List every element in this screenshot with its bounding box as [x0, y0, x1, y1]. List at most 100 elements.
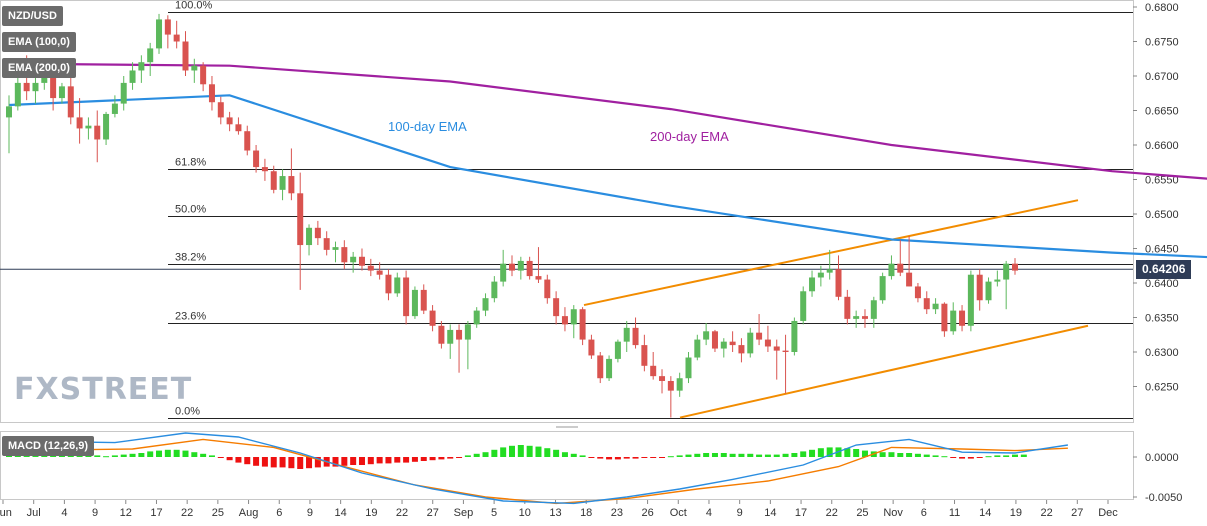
macd-histogram-bar — [606, 457, 613, 460]
candle-body — [447, 329, 454, 344]
candle-body — [147, 48, 154, 63]
candle-body — [941, 303, 948, 332]
macd-histogram-bar — [129, 453, 136, 457]
x-tick-label: 19 — [365, 507, 377, 519]
x-tick-label: 25 — [212, 507, 224, 519]
macd-histogram-bar — [782, 453, 789, 457]
candle-body — [270, 171, 277, 190]
macd-histogram-bar — [314, 457, 321, 468]
macd-histogram-bar — [579, 455, 586, 457]
candle-body — [297, 193, 304, 246]
candle-body — [473, 310, 480, 325]
macd-histogram-bar — [1020, 454, 1027, 457]
candle-body — [156, 19, 163, 49]
macd-histogram-bar — [861, 450, 868, 457]
macd-histogram-bar — [297, 457, 304, 469]
macd-histogram-bar — [261, 457, 268, 467]
legend-macd-tag: MACD (12,26,9) — [2, 436, 95, 456]
candle-body — [614, 341, 621, 359]
candle-body — [76, 117, 83, 129]
x-tick-label: 13 — [549, 507, 561, 519]
candle-body — [756, 332, 763, 340]
macd-histogram-bar — [632, 457, 639, 459]
x-tick-label: 26 — [641, 507, 653, 519]
macd-histogram-bar — [950, 457, 957, 458]
macd-histogram-bar — [959, 457, 966, 459]
macd-line — [8, 432, 1069, 505]
x-tick-label: 9 — [307, 507, 313, 519]
y-tick-label: 0.6700 — [1145, 71, 1179, 83]
candle-body — [932, 303, 939, 310]
candle-body — [261, 167, 268, 172]
macd-histogram-bar — [650, 457, 657, 458]
y-tick-label: 0.6750 — [1145, 37, 1179, 49]
macd-histogram-bar — [147, 451, 154, 457]
macd-histogram-bar — [535, 446, 542, 457]
y-tick-label: 0.6500 — [1145, 209, 1179, 221]
x-tick-label: 6 — [276, 507, 282, 519]
fib-level-label: 100.0% — [175, 0, 213, 12]
candle-body — [85, 125, 92, 129]
macd-histogram-bar — [526, 445, 533, 457]
ema100-annotation: 100-day EMA — [388, 119, 467, 134]
macd-histogram-bar — [103, 456, 110, 458]
candle-body — [394, 277, 401, 294]
macd-histogram-bar — [288, 457, 295, 469]
candle-body — [253, 150, 260, 168]
candle-body — [103, 113, 110, 140]
macd-histogram-bar — [235, 457, 242, 463]
candle-body — [879, 276, 886, 301]
candle-body — [553, 298, 560, 317]
macd-histogram-bar — [994, 455, 1001, 457]
candle-body — [773, 346, 780, 351]
candle-body — [703, 331, 710, 340]
x-tick-label: Dec — [1098, 507, 1118, 519]
candle-body — [235, 124, 242, 132]
macd-histogram-bar — [341, 457, 348, 466]
candle-body — [570, 309, 577, 325]
candle-body — [120, 82, 127, 104]
candle-body — [14, 82, 21, 107]
macd-histogram-bar — [756, 454, 763, 457]
x-tick-label: 18 — [580, 507, 592, 519]
macd-histogram-bar — [906, 453, 913, 457]
macd-histogram-bar — [447, 457, 454, 459]
x-tick-label: 12 — [120, 507, 132, 519]
candle-body — [482, 298, 489, 311]
watermark-logo: FXSTREET — [14, 372, 193, 407]
candle-body — [1012, 263, 1018, 271]
macd-histogram-bar — [403, 457, 410, 463]
candle-body — [897, 263, 904, 273]
macd-histogram-bar — [156, 450, 163, 457]
candle-body — [208, 84, 215, 103]
candle-body — [853, 316, 860, 319]
x-tick-label: Sep — [454, 507, 474, 519]
macd-histogram-bar — [791, 453, 798, 457]
candle-body — [314, 227, 321, 239]
candle-body — [464, 324, 471, 340]
x-tick-label: Oct — [670, 507, 687, 519]
macd-histogram-bar — [270, 457, 277, 468]
channel-upper-line — [583, 199, 1079, 307]
macd-histogram-bar — [491, 449, 498, 457]
candle-body — [200, 65, 207, 85]
x-tick-label: 27 — [427, 507, 439, 519]
candle-body — [861, 316, 868, 319]
macd-histogram-bar — [747, 453, 754, 457]
macd-histogram-bar — [720, 453, 727, 457]
macd-histogram-bar — [623, 457, 630, 459]
candle-body — [888, 263, 895, 277]
candle-body — [58, 86, 65, 99]
candle-body — [844, 296, 851, 319]
candle-body — [323, 238, 330, 250]
candle-body — [50, 70, 57, 99]
macd-histogram-bar — [244, 457, 251, 465]
macd-y-tick-label: -0.0050 — [1145, 492, 1182, 504]
macd-y-tick-label: 0.0000 — [1145, 452, 1179, 464]
x-tick-label: 14 — [764, 507, 776, 519]
candle-body — [623, 327, 630, 342]
macd-histogram-bar — [200, 453, 207, 457]
candle-body — [650, 365, 657, 377]
candle-body — [403, 277, 410, 317]
y-tick-label: 0.6600 — [1145, 140, 1179, 152]
